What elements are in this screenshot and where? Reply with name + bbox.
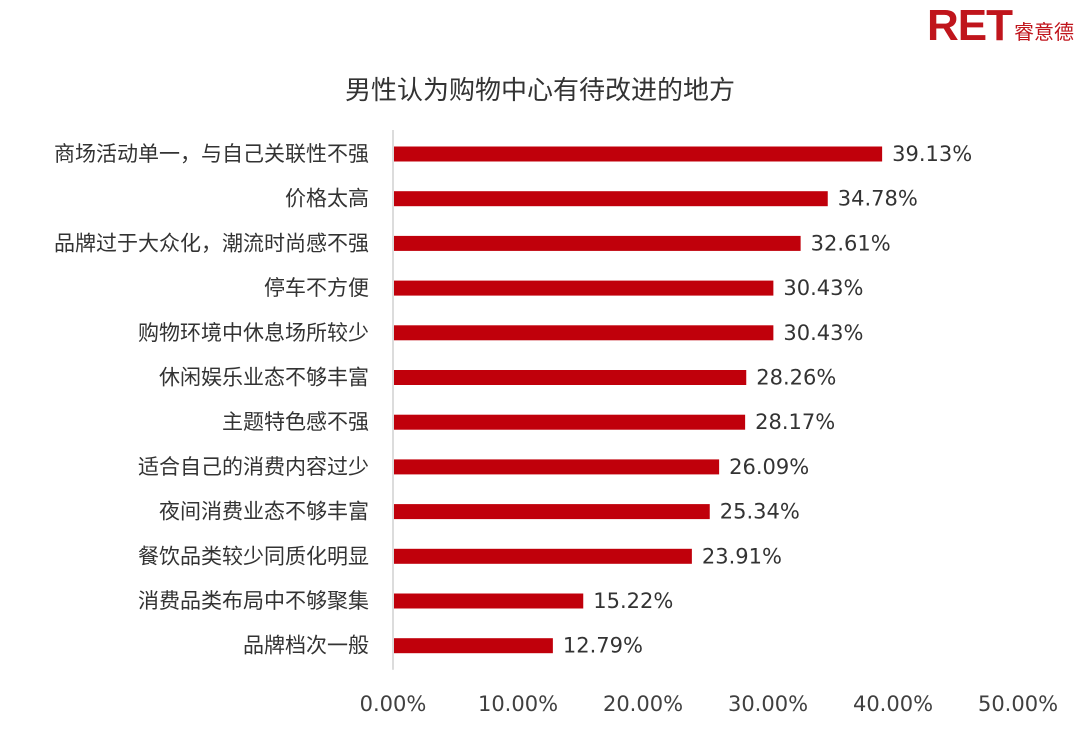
category-label: 适合自己的消费内容过少: [138, 455, 369, 479]
data-label: 15.22%: [593, 589, 673, 613]
category-label: 品牌过于大众化，潮流时尚感不强: [54, 231, 369, 255]
bar: [394, 548, 692, 564]
x-tick-label: 10.00%: [478, 692, 558, 716]
data-label: 34.78%: [838, 187, 918, 211]
x-tick-label: 0.00%: [360, 692, 427, 716]
data-label: 32.61%: [811, 231, 891, 255]
bar: [394, 370, 747, 385]
data-label: 25.34%: [720, 500, 800, 524]
bar: [394, 504, 710, 520]
category-label: 主题特色感不强: [222, 410, 369, 434]
data-label: 23.91%: [702, 544, 782, 568]
bar: [394, 459, 720, 475]
category-label: 品牌档次一般: [243, 634, 369, 658]
data-label: 28.17%: [755, 410, 835, 434]
category-label: 停车不方便: [264, 276, 369, 300]
x-tick-label: 40.00%: [853, 692, 933, 716]
bar: [394, 280, 774, 296]
bar: [394, 638, 553, 654]
data-label: 28.26%: [756, 366, 836, 390]
data-label: 12.79%: [563, 634, 643, 658]
bar: [394, 325, 774, 341]
data-label: 39.13%: [892, 142, 972, 166]
data-label: 30.43%: [783, 276, 863, 300]
category-label: 购物环境中休息场所较少: [138, 321, 369, 345]
bar: [394, 191, 828, 207]
category-label: 夜间消费业态不够丰富: [159, 500, 369, 524]
bar: [394, 593, 584, 609]
ret-logo: RET 睿意德: [927, 4, 1074, 48]
category-label: 商场活动单一，与自己关联性不强: [54, 142, 369, 166]
x-tick-label: 20.00%: [603, 692, 683, 716]
data-label: 30.43%: [783, 321, 863, 345]
category-label: 消费品类布局中不够聚集: [138, 589, 369, 613]
data-label: 26.09%: [729, 455, 809, 479]
logo-chinese-name: 睿意德: [1014, 20, 1074, 44]
logo-mark: RET: [927, 1, 1013, 50]
x-tick-label: 50.00%: [978, 692, 1058, 716]
bar: [394, 235, 801, 251]
bar: [394, 414, 746, 430]
category-label: 餐饮品类较少同质化明显: [138, 544, 369, 568]
category-label: 价格太高: [285, 187, 369, 211]
bar: [394, 146, 883, 162]
chart-title: 男性认为购物中心有待改进的地方: [344, 76, 735, 106]
category-label: 休闲娱乐业态不够丰富: [159, 366, 369, 390]
x-tick-label: 30.00%: [728, 692, 808, 716]
